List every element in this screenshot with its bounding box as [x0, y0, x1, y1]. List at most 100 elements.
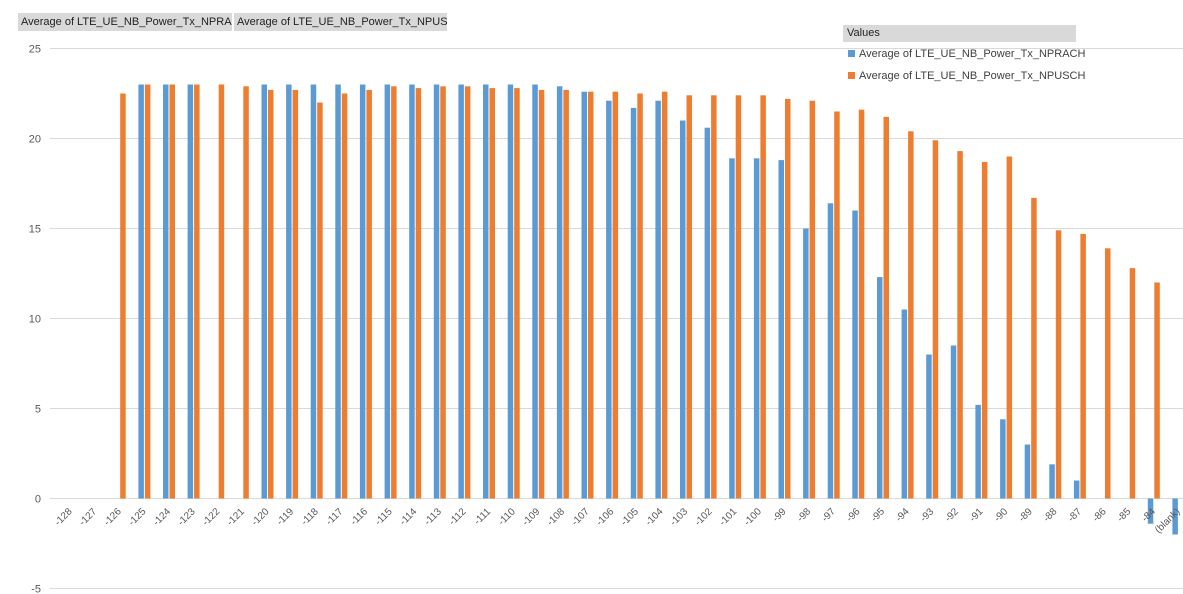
bar-nprach--84[interactable]: [1147, 498, 1154, 524]
bars: [120, 84, 1178, 535]
bar-npusch--121[interactable]: [243, 86, 249, 499]
bar-npusch--95[interactable]: [883, 116, 890, 499]
bar-npusch--90[interactable]: [1006, 156, 1013, 499]
x-tick-label: -117: [324, 506, 346, 528]
bar-nprach--99[interactable]: [778, 160, 785, 499]
bar-nprach--95[interactable]: [877, 277, 883, 499]
bar-nprach--89[interactable]: [1024, 444, 1031, 499]
bar-npusch--106[interactable]: [612, 91, 619, 499]
bar-npusch--109[interactable]: [538, 89, 545, 499]
bar-npusch--93[interactable]: [932, 140, 939, 499]
bar-npusch--101[interactable]: [735, 95, 742, 499]
bar-npusch--96[interactable]: [858, 109, 865, 499]
bar-nprach--90[interactable]: [1000, 419, 1006, 499]
bar-nprach--94[interactable]: [901, 309, 908, 499]
bar-npusch--118[interactable]: [317, 102, 323, 499]
field-button-nprach[interactable]: Average of LTE_UE_NB_Power_Tx_NPRACH: [18, 13, 233, 31]
bar-nprach--108[interactable]: [556, 86, 563, 499]
bar-npusch--92[interactable]: [957, 151, 963, 499]
y-tick-label: 25: [29, 44, 41, 56]
bar-npusch--122[interactable]: [218, 84, 225, 499]
bar-npusch--120[interactable]: [268, 89, 274, 499]
bar-npusch--97[interactable]: [834, 111, 840, 499]
bar-nprach--115[interactable]: [384, 84, 391, 499]
bar-npusch--125[interactable]: [144, 84, 151, 499]
bar-nprach--113[interactable]: [433, 84, 440, 499]
bar-nprach--124[interactable]: [163, 84, 169, 499]
bar-npusch--116[interactable]: [366, 89, 372, 499]
legend-item-npusch[interactable]: Average of LTE_UE_NB_Power_Tx_NPUSCH: [848, 69, 1085, 83]
bar-nprach-(blank)[interactable]: [1172, 498, 1178, 535]
bar-npusch--115[interactable]: [391, 86, 397, 499]
bar-nprach--96[interactable]: [852, 210, 858, 499]
bar-npusch--104[interactable]: [661, 91, 668, 499]
x-tick-label: -120: [250, 506, 272, 528]
bar-nprach--100[interactable]: [753, 158, 760, 499]
bar-npusch--114[interactable]: [415, 88, 422, 499]
bar-npusch--99[interactable]: [785, 98, 791, 499]
bar-npusch--88[interactable]: [1055, 230, 1062, 499]
field-button-npusch[interactable]: Average of LTE_UE_NB_Power_Tx_NPUSCH: [234, 13, 448, 31]
bar-npusch--112[interactable]: [464, 86, 471, 499]
bar-nprach--104[interactable]: [655, 100, 661, 499]
bar-npusch--100[interactable]: [760, 95, 766, 499]
bar-nprach--118[interactable]: [310, 84, 317, 499]
x-tick-label: -100: [742, 506, 764, 528]
bar-npusch--103[interactable]: [686, 95, 693, 499]
bar-npusch--84[interactable]: [1154, 282, 1160, 499]
legend-item-nprach[interactable]: Average of LTE_UE_NB_Power_Tx_NPRACH: [848, 47, 1085, 61]
bar-nprach--97[interactable]: [827, 203, 834, 499]
bar-npusch--107[interactable]: [588, 91, 594, 499]
bar-npusch--85[interactable]: [1129, 268, 1136, 499]
bar-nprach--98[interactable]: [803, 228, 809, 499]
bar-npusch--119[interactable]: [292, 89, 299, 499]
bar-npusch--86[interactable]: [1105, 248, 1111, 499]
bar-nprach--102[interactable]: [704, 127, 711, 499]
bar-nprach--92[interactable]: [950, 345, 957, 499]
bar-npusch--108[interactable]: [563, 89, 569, 499]
bar-nprach--101[interactable]: [729, 158, 735, 499]
bar-nprach--125[interactable]: [138, 84, 144, 499]
bar-npusch--124[interactable]: [169, 84, 176, 499]
bar-nprach--112[interactable]: [458, 84, 464, 499]
x-tick-label: -105: [619, 506, 641, 528]
x-tick-label: -111: [472, 506, 493, 527]
bar-nprach--119[interactable]: [286, 84, 292, 499]
bar-nprach--105[interactable]: [630, 107, 637, 499]
bar-npusch--111[interactable]: [489, 88, 496, 499]
bar-nprach--117[interactable]: [335, 84, 341, 499]
bar-nprach--93[interactable]: [926, 354, 932, 499]
x-tick-label: -92: [943, 506, 961, 524]
legend-swatch-nprach: [848, 50, 855, 57]
bar-nprach--103[interactable]: [680, 120, 686, 499]
bar-nprach--109[interactable]: [532, 84, 538, 499]
bar-npusch--89[interactable]: [1031, 197, 1037, 499]
bar-npusch--113[interactable]: [440, 86, 446, 499]
bar-npusch--98[interactable]: [809, 100, 816, 499]
y-tick-label: 10: [29, 314, 41, 326]
bar-nprach--114[interactable]: [409, 84, 415, 499]
bar-npusch--117[interactable]: [341, 93, 348, 499]
bar-npusch--87[interactable]: [1080, 233, 1086, 499]
bar-nprach--116[interactable]: [359, 84, 366, 499]
bar-nprach--87[interactable]: [1073, 480, 1080, 499]
bar-npusch--105[interactable]: [637, 93, 643, 499]
bar-npusch--102[interactable]: [711, 95, 717, 499]
bar-npusch--94[interactable]: [908, 131, 914, 499]
bar-nprach--88[interactable]: [1049, 464, 1055, 499]
bar-npusch--126[interactable]: [120, 93, 126, 499]
bar-nprach--91[interactable]: [975, 404, 981, 499]
legend-header[interactable]: Values: [843, 25, 1076, 42]
bar-npusch--123[interactable]: [194, 84, 200, 499]
bar-nprach--110[interactable]: [507, 84, 514, 499]
y-tick-label: 15: [29, 224, 41, 236]
bar-nprach--111[interactable]: [483, 84, 489, 499]
bar-npusch--110[interactable]: [514, 88, 520, 499]
bar-nprach--123[interactable]: [187, 84, 194, 499]
bar-nprach--120[interactable]: [261, 84, 268, 499]
bar-npusch--91[interactable]: [981, 161, 988, 499]
bar-nprach--106[interactable]: [606, 100, 612, 499]
bar-nprach--107[interactable]: [581, 91, 588, 499]
x-tick-label: -109: [520, 506, 542, 528]
